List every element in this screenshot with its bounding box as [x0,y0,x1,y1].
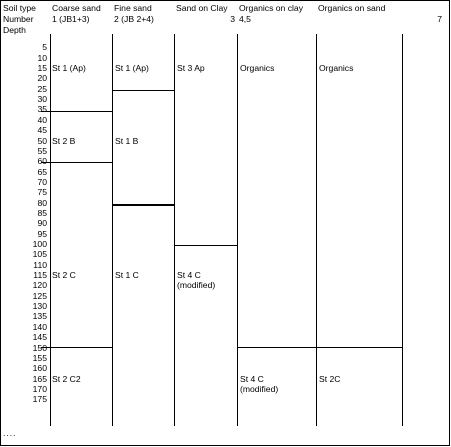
depth-tick-label: 15 [37,63,47,74]
depth-tick-label: 35 [37,104,47,115]
depth-tick-label: 60 [0,156,47,166]
depth-tick-label: 80 [37,197,47,208]
column-header-type: Organics on sand [318,3,386,13]
depth-tick-label: 150 [32,342,47,353]
horizon-boundary [174,245,238,246]
horizon-label: St 1 B [115,136,138,146]
depth-tick-label: 10 [37,52,47,63]
horizon-boundary [41,347,113,348]
column-header-type: Coarse sand [52,3,101,13]
column-header-number-right: 7 [437,14,442,24]
depth-tick-label: 135 [32,311,47,322]
horizon-label-line: St 1 (Ap) [115,63,149,74]
horizon-label-line: St 2 B [52,135,76,146]
horizon-label-line: St 2C [319,373,341,384]
depth-tick-label: 155 [32,352,47,363]
column-divider [316,34,317,426]
depth-tick-label: 175 [32,394,47,405]
depth-tick-label: 90 [37,218,47,229]
column-divider [112,34,113,426]
depth-tick-label: 165 [32,373,47,384]
horizon-boundary [41,162,113,163]
horizon-boundary [237,347,317,348]
horizon-label: St 2 C2 [52,374,81,384]
horizon-label: St 1 (Ap) [115,63,149,73]
horizon-label-line: St 4 C [240,373,264,384]
horizon-label-line: St 3 Ap [177,63,205,74]
horizon-label: St 2C [319,374,341,384]
column-header-type: Sand on Clay [176,3,228,13]
depth-tick-label: 75 [37,187,47,198]
column-header-type: Organics on clay [239,3,304,13]
column-header-number: 4,5 [239,14,251,24]
horizon-boundary [112,204,175,205]
horizon-label-line: Organics [319,63,354,74]
horizon-label-line: St 2 C [52,270,76,281]
horizon-label: St 2 C [52,270,76,280]
depth-tick-label: 140 [32,321,47,332]
depth-tick-label: 5 [42,42,47,53]
depth-tick-label: 170 [32,383,47,394]
depth-tick-label: 85 [37,207,47,218]
horizon-label-line: St 1 C [115,270,139,281]
horizon-boundary [112,205,175,206]
column-divider [237,34,238,426]
horizon-label: St 4 C (modified) [240,374,278,394]
horizon-label: St 3 Ap [177,63,205,73]
depth-tick-label: 45 [37,125,47,136]
horizon-label: St 1 C [115,270,139,280]
depth-tick-label: 145 [32,332,47,343]
depth-tick-label: 50 [37,135,47,146]
column-divider [50,34,51,426]
horizon-boundary [316,347,403,348]
horizon-label-line: St 1 (Ap) [52,63,86,74]
depth-tick-label: 115 [33,270,47,281]
horizon-boundary [112,90,175,91]
column-header-number-right: 3 [230,14,235,24]
horizon-label-line: St 1 B [115,135,139,146]
column-divider [174,34,175,426]
row-label-soil-type: Soil type [3,3,36,13]
depth-tick-label: 30 [37,94,47,105]
horizon-boundary [41,111,113,112]
depth-tick-label: 130 [32,301,47,312]
depth-tick-label: 100 [32,239,47,249]
footer-ellipsis: .... [3,428,17,438]
depth-tick-label: 65 [37,166,47,177]
horizon-label-line: (modified) [240,383,279,394]
horizon-label-line: St 2 C2 [52,373,81,384]
horizon-label-line: (modified) [177,280,216,291]
horizon-label: St 4 C (modified) [177,270,215,290]
row-label-number: Number [3,14,34,24]
horizon-label: St 1 (Ap) [52,63,86,73]
row-label-depth: Depth [3,25,26,35]
horizon-label: Organics [240,63,274,73]
column-header-number: 1 (JB1+3) [52,14,90,24]
horizon-label-line: St 4 C [177,270,201,281]
depth-tick-label: 125 [32,290,47,301]
horizon-label: Organics [319,63,353,73]
depth-tick-label: 70 [37,176,47,187]
depth-tick-label: 40 [37,114,47,125]
depth-tick-label: 25 [37,83,47,94]
horizon-label: St 2 B [52,136,75,146]
horizon-label-line: Organics [240,63,275,74]
column-header-type: Fine sand [114,3,152,13]
depth-tick-label: 110 [33,259,47,270]
column-header-number: 2 (JB 2+4) [114,14,154,24]
depth-tick-label: 160 [32,363,47,374]
depth-tick-label: 55 [37,145,47,156]
depth-tick-label: 20 [37,73,47,84]
depth-tick-label: 120 [32,280,47,291]
column-divider [402,34,403,426]
depth-tick-label: 95 [37,228,47,239]
depth-tick-label: 105 [32,249,47,260]
